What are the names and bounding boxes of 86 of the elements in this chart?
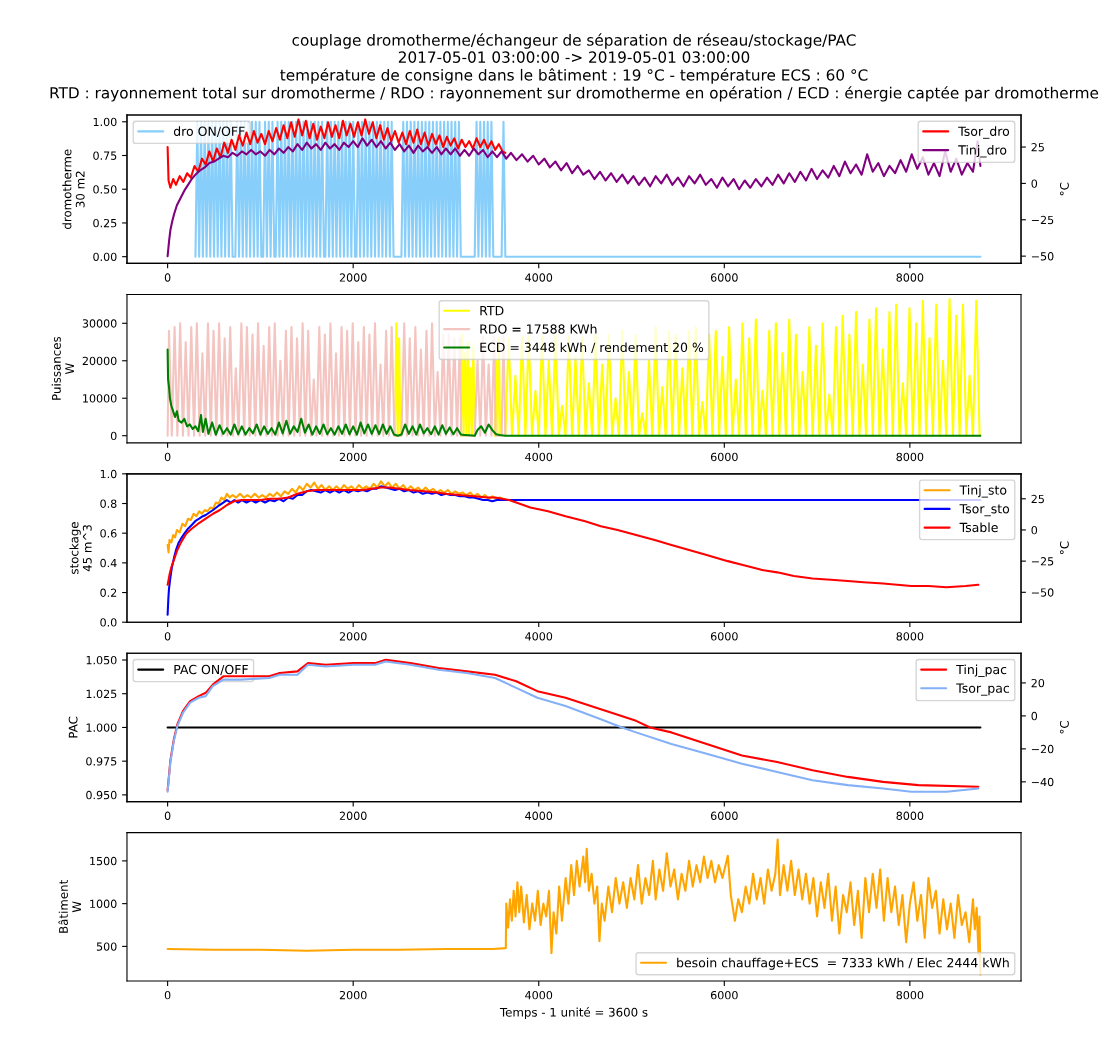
y-tick-label: 0.950 [86, 790, 117, 800]
y2-tick-label: −50 [1031, 252, 1054, 261]
y-tick-label: 0.6 [100, 529, 117, 538]
y2-axis-title: °C [1059, 541, 1069, 554]
y-tick-label: 1.00 [93, 117, 117, 127]
y-tick-label: 0 [110, 431, 117, 441]
y-tick-label: 0.75 [93, 151, 117, 160]
legend-label: besoin chauffage+ECS = 7333 kWh / Elec 2444 kWh [677, 957, 1009, 970]
x-tick-label: 4000 [525, 990, 553, 1000]
x-tick-label: 0 [164, 632, 171, 641]
legend-label: Tinj_dro [958, 144, 1007, 158]
y-tick-label: 500 [96, 942, 117, 951]
x-tick-label: 2000 [339, 273, 367, 282]
y-tick-label: 0.8 [100, 499, 117, 508]
legend-label: RDO = 17588 KWh [480, 324, 597, 334]
x-axis-title: Temps - 1 unité = 3600 s [499, 1007, 648, 1019]
x-tick-label: 0 [164, 273, 171, 282]
legend-label: Tsor_pac [956, 683, 1009, 696]
legend-label: Tsable [959, 522, 998, 533]
line-series [166, 322, 507, 437]
x-tick-label: 6000 [710, 811, 738, 820]
y-axis-title: Puissances W [51, 336, 74, 400]
y2-tick-label: −40 [1031, 777, 1054, 787]
x-tick-label: 8000 [896, 273, 924, 282]
x-tick-label: 8000 [896, 990, 924, 1000]
y2-axis-title: °C [1059, 182, 1069, 196]
y2-tick-label: 20 [1031, 678, 1045, 688]
y-tick-label: 20000 [82, 356, 117, 366]
legend-label: ECD = 3448 kWh / rendement 20 % [480, 342, 704, 354]
y2-tick-label: −25 [1031, 215, 1054, 225]
y-tick-label: 1.050 [86, 655, 117, 665]
y-tick-label: 1.0 [100, 469, 117, 479]
y-axis-title: stockage 45 m^3 [69, 522, 92, 574]
y-tick-label: 1000 [90, 899, 117, 909]
x-tick-label: 6000 [710, 452, 738, 462]
x-tick-label: 4000 [525, 811, 553, 820]
legend-label: Tinj_sto [959, 485, 1007, 498]
x-tick-label: 4000 [525, 273, 553, 282]
y2-axis-title: °C [1059, 721, 1069, 734]
legend-label: PAC ON/OFF [174, 664, 248, 676]
x-tick-label: 4000 [525, 632, 553, 641]
y2-tick-label: −20 [1031, 744, 1054, 754]
legend-label: RTD [480, 306, 504, 316]
legend-label: Tinj_pac [956, 664, 1007, 677]
x-tick-label: 8000 [896, 811, 924, 820]
y2-tick-label: −25 [1031, 557, 1054, 566]
legend-label: dro ON/OFF [173, 126, 245, 137]
legend-label: Tsor_dro [958, 126, 1010, 139]
x-tick-label: 6000 [710, 273, 738, 282]
y-tick-label: 0.00 [93, 252, 117, 262]
x-tick-label: 2000 [339, 452, 367, 462]
line-series [166, 118, 507, 189]
y-axis-title: Bâtiment W [58, 880, 81, 933]
x-tick-label: 8000 [896, 632, 924, 641]
x-tick-label: 8000 [896, 452, 924, 462]
y2-tick-label: 0 [1031, 525, 1038, 535]
y-tick-label: 1500 [90, 856, 117, 866]
y-tick-label: 0.0 [100, 618, 117, 627]
chart-title: couplage dromotherme/échangeur de séparation de réseau/stockage/PAC 2017-05-01 03:00:00 -> 2019-05-01 03:00:00 température de consigne dans le bâtiment : 19 °C - température ECS : 60 °C RTD : rayonnement total sur dromotherme / RDO : rayonnement sur dromotherme en opération / ECD : énergie captée par dromotherme [50, 33, 1099, 102]
y-axis-title: dromotherme 30 m2 [62, 149, 85, 229]
x-tick-label: 0 [164, 452, 171, 462]
x-tick-label: 6000 [710, 990, 738, 1000]
line-series [166, 838, 982, 976]
y-tick-label: 10000 [83, 394, 117, 403]
y-tick-label: 1.025 [86, 689, 117, 699]
y2-tick-label: 0 [1031, 179, 1038, 188]
y-tick-label: 0.25 [93, 218, 117, 228]
x-tick-label: 6000 [710, 632, 738, 641]
y2-tick-label: 25 [1031, 494, 1044, 504]
x-tick-label: 0 [164, 811, 171, 820]
x-tick-label: 4000 [525, 452, 553, 462]
legend-label: Tsor_sto [959, 504, 1010, 517]
x-tick-label: 0 [164, 990, 171, 1000]
y-tick-label: 0.50 [93, 185, 117, 194]
y-tick-label: 1.000 [86, 723, 117, 732]
y-tick-label: 0.4 [100, 558, 117, 568]
y-axis-title: PAC [68, 716, 78, 738]
y-tick-label: 0.975 [86, 757, 117, 766]
x-tick-label: 2000 [339, 632, 367, 641]
y-tick-label: 0.2 [100, 588, 117, 597]
y2-tick-label: −50 [1031, 588, 1054, 597]
x-tick-label: 2000 [339, 990, 367, 1000]
y-tick-label: 30000 [82, 319, 117, 328]
y2-tick-label: 0 [1031, 711, 1038, 721]
x-tick-label: 2000 [339, 811, 367, 820]
y2-tick-label: 25 [1031, 143, 1044, 152]
